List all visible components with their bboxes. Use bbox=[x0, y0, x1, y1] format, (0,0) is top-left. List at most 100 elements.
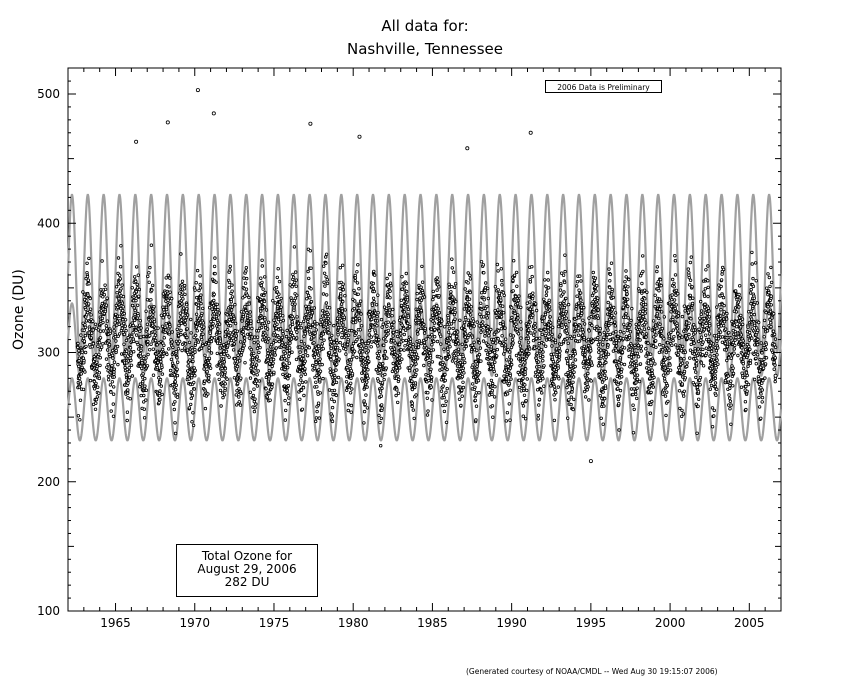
data-point bbox=[721, 267, 726, 272]
data-point bbox=[564, 322, 568, 327]
data-point bbox=[322, 264, 326, 268]
data-point bbox=[502, 352, 506, 356]
data-point bbox=[221, 343, 226, 347]
data-point bbox=[244, 276, 249, 281]
data-point bbox=[330, 333, 334, 338]
data-point bbox=[500, 334, 504, 338]
data-point bbox=[449, 322, 454, 326]
data-point bbox=[111, 385, 116, 389]
data-point bbox=[569, 356, 573, 360]
data-point bbox=[606, 343, 610, 347]
data-point bbox=[565, 325, 569, 329]
data-point bbox=[514, 353, 519, 358]
data-point bbox=[79, 372, 83, 376]
data-point bbox=[260, 338, 265, 342]
data-point bbox=[244, 266, 248, 270]
data-point bbox=[330, 414, 334, 418]
data-point bbox=[250, 326, 254, 331]
data-point bbox=[158, 389, 162, 393]
data-point bbox=[416, 328, 420, 332]
data-point bbox=[426, 391, 430, 395]
data-point bbox=[417, 339, 421, 343]
data-point bbox=[173, 421, 177, 425]
data-point bbox=[536, 413, 541, 418]
data-point bbox=[257, 350, 261, 355]
data-point bbox=[333, 375, 337, 380]
data-point bbox=[143, 384, 147, 388]
data-point bbox=[94, 397, 99, 402]
data-point bbox=[93, 322, 98, 326]
data-point bbox=[379, 317, 384, 322]
data-point bbox=[422, 331, 427, 335]
data-point bbox=[277, 279, 282, 284]
data-point bbox=[618, 356, 622, 360]
data-point bbox=[149, 243, 154, 247]
data-point bbox=[477, 352, 482, 357]
data-point bbox=[244, 287, 249, 291]
data-point bbox=[704, 321, 708, 326]
data-point bbox=[149, 298, 153, 302]
data-point bbox=[547, 305, 552, 309]
data-point bbox=[393, 341, 397, 345]
data-point bbox=[648, 384, 652, 389]
data-point bbox=[129, 358, 133, 363]
data-point bbox=[319, 336, 323, 340]
data-point bbox=[619, 362, 624, 366]
data-point bbox=[328, 370, 332, 374]
data-point bbox=[214, 280, 218, 284]
data-point bbox=[115, 344, 120, 349]
data-point bbox=[625, 328, 629, 333]
data-point bbox=[398, 328, 403, 332]
data-point bbox=[672, 335, 676, 339]
data-point bbox=[414, 352, 419, 356]
data-point bbox=[305, 328, 309, 332]
data-point bbox=[715, 353, 719, 357]
data-point bbox=[148, 265, 152, 270]
data-point bbox=[366, 356, 370, 360]
data-point bbox=[472, 324, 476, 328]
data-point bbox=[435, 304, 439, 308]
data-point bbox=[425, 413, 430, 417]
data-point bbox=[552, 352, 556, 356]
data-point bbox=[572, 397, 576, 402]
data-point bbox=[634, 392, 638, 397]
data-point bbox=[337, 357, 341, 361]
data-point bbox=[334, 380, 339, 385]
data-point bbox=[172, 407, 176, 412]
data-point bbox=[592, 282, 596, 286]
data-point bbox=[498, 321, 503, 326]
data-point bbox=[254, 363, 259, 367]
data-point bbox=[527, 324, 531, 328]
data-point bbox=[341, 299, 345, 304]
data-point bbox=[314, 328, 318, 332]
data-point bbox=[503, 349, 507, 353]
data-point bbox=[677, 389, 682, 393]
data-point bbox=[264, 333, 268, 337]
data-point bbox=[504, 337, 508, 341]
data-point bbox=[317, 375, 321, 379]
data-point bbox=[622, 346, 627, 350]
data-point bbox=[124, 328, 128, 333]
data-point bbox=[651, 359, 655, 363]
data-point bbox=[226, 340, 231, 344]
data-point bbox=[490, 392, 494, 397]
data-point bbox=[398, 360, 402, 365]
data-point bbox=[488, 350, 492, 355]
data-point bbox=[650, 368, 654, 372]
data-point bbox=[465, 339, 469, 343]
data-point bbox=[496, 269, 500, 273]
data-point bbox=[349, 403, 354, 408]
data-point bbox=[207, 342, 211, 346]
data-point bbox=[159, 360, 163, 364]
data-point bbox=[286, 365, 290, 370]
data-point bbox=[339, 318, 344, 322]
data-point bbox=[313, 320, 317, 324]
data-point bbox=[376, 311, 380, 315]
data-point bbox=[218, 388, 223, 393]
data-point bbox=[658, 322, 662, 326]
data-point bbox=[634, 359, 638, 363]
data-point bbox=[84, 295, 88, 300]
data-point bbox=[163, 325, 167, 329]
data-point bbox=[287, 361, 292, 365]
data-point bbox=[101, 329, 106, 333]
